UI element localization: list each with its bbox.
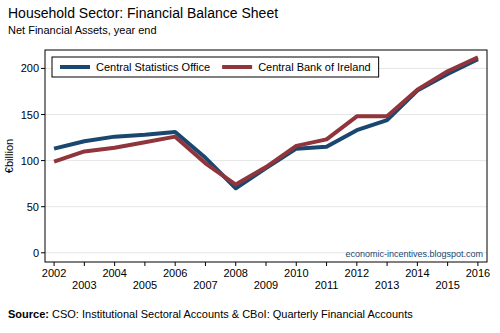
x-tick-label: 2006 — [163, 267, 187, 279]
legend-label: Central Bank of Ireland — [258, 61, 371, 73]
y-axis-label: €billion — [3, 139, 15, 173]
plot-frame — [45, 50, 487, 262]
x-tick — [296, 262, 297, 266]
title: Household Sector: Financial Balance Shee… — [8, 5, 278, 21]
y-tick — [41, 160, 45, 161]
x-tick-label: 2003 — [72, 279, 96, 291]
legend-swatch — [222, 65, 252, 69]
subtitle: Net Financial Assets, year end — [8, 24, 157, 36]
x-tick-label: 2011 — [315, 279, 339, 291]
annotation: economic-incentives.blogspot.com — [345, 249, 483, 259]
grid-line — [45, 206, 487, 207]
y-tick — [41, 68, 45, 69]
x-tick — [447, 262, 448, 266]
x-tick — [175, 262, 176, 266]
x-tick-label: 2007 — [193, 279, 217, 291]
y-tick — [41, 114, 45, 115]
x-tick — [235, 262, 236, 266]
x-tick — [387, 262, 388, 266]
x-tick-label: 2014 — [405, 267, 429, 279]
source-head: Source: — [8, 308, 49, 320]
y-tick-label: 50 — [27, 201, 39, 213]
x-tick — [205, 262, 206, 266]
x-tick-label: 2004 — [102, 267, 126, 279]
y-tick — [41, 252, 45, 253]
x-tick — [54, 262, 55, 266]
legend-label: Central Statistics Office — [96, 61, 210, 73]
x-tick-label: 2005 — [133, 279, 157, 291]
y-tick-label: 100 — [21, 155, 39, 167]
x-tick-label: 2009 — [254, 279, 278, 291]
x-tick — [356, 262, 357, 266]
x-tick — [114, 262, 115, 266]
x-tick-label: 2002 — [42, 267, 66, 279]
grid-line — [45, 114, 487, 115]
source-body: CSO: Institutional Sectoral Accounts & C… — [49, 308, 413, 320]
x-tick — [477, 262, 478, 266]
source: Source: CSO: Institutional Sectoral Acco… — [8, 308, 413, 320]
x-tick-label: 2015 — [435, 279, 459, 291]
x-tick-label: 2012 — [345, 267, 369, 279]
x-tick — [326, 262, 327, 266]
x-tick-label: 2008 — [223, 267, 247, 279]
legend: Central Statistics Office Central Bank of… — [52, 57, 379, 77]
grid-line — [45, 160, 487, 161]
legend-box — [52, 57, 379, 77]
y-tick — [41, 206, 45, 207]
x-tick — [417, 262, 418, 266]
y-tick-label: 0 — [33, 247, 39, 259]
y-tick-label: 150 — [21, 109, 39, 121]
x-tick — [144, 262, 145, 266]
x-tick-label: 2016 — [466, 267, 490, 279]
background — [0, 0, 500, 333]
y-tick-label: 200 — [21, 62, 39, 74]
x-tick-label: 2013 — [375, 279, 399, 291]
legend-swatch — [60, 65, 90, 69]
x-tick — [84, 262, 85, 266]
chart: Household Sector: Financial Balance Shee… — [0, 0, 500, 333]
x-tick-label: 2010 — [284, 267, 308, 279]
x-tick — [266, 262, 267, 266]
